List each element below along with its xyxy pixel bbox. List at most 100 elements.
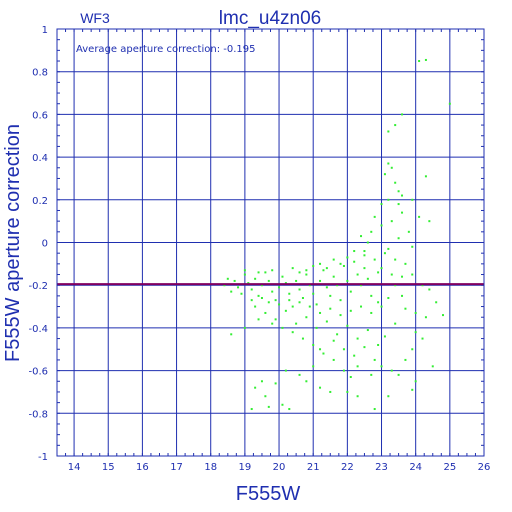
data-point [305, 269, 308, 272]
data-point [291, 267, 294, 270]
data-point [363, 250, 366, 253]
data-point [295, 322, 298, 325]
x-tick-label: 20 [273, 462, 286, 473]
x-tick-label: 14 [68, 462, 81, 473]
data-point [370, 373, 373, 376]
data-point [353, 354, 356, 357]
data-point [247, 282, 250, 285]
data-point [301, 297, 304, 300]
data-point [243, 273, 246, 276]
data-point [264, 395, 267, 398]
data-point [329, 294, 332, 297]
data-point [356, 395, 359, 398]
data-point [414, 311, 417, 314]
data-point [363, 254, 366, 257]
data-point [230, 290, 233, 293]
data-point [383, 173, 386, 176]
data-point [308, 284, 311, 287]
y-tick-label: -1 [38, 452, 48, 463]
data-point [291, 305, 294, 308]
data-point [387, 162, 390, 165]
data-point [291, 331, 294, 334]
data-point [387, 198, 390, 201]
data-point [319, 386, 322, 389]
data-point [401, 275, 404, 278]
data-point [401, 194, 404, 197]
data-point [383, 252, 386, 255]
data-point [349, 309, 352, 312]
data-point [271, 290, 274, 293]
data-point [264, 271, 267, 274]
data-point [387, 130, 390, 133]
data-point [288, 299, 291, 302]
data-point [380, 267, 383, 270]
data-point [390, 273, 393, 276]
data-point [332, 339, 335, 342]
data-point [308, 305, 311, 308]
x-axis-label: F555W [236, 483, 301, 505]
data-point [404, 358, 407, 361]
data-point [346, 390, 349, 393]
data-point [418, 215, 421, 218]
data-point [325, 267, 328, 270]
data-point [312, 343, 315, 346]
data-point [394, 258, 397, 261]
data-point [230, 333, 233, 336]
data-point [288, 292, 291, 295]
data-point [281, 326, 284, 329]
data-point [401, 294, 404, 297]
data-point [298, 301, 301, 304]
data-point [336, 284, 339, 287]
chart-title: lmc_u4zn06 [219, 8, 321, 29]
data-point [370, 230, 373, 233]
data-point [312, 264, 315, 267]
y-tick-label: 0.2 [32, 196, 48, 207]
data-point [250, 299, 253, 302]
data-point [315, 303, 318, 306]
data-point [397, 237, 400, 240]
data-point [407, 230, 410, 233]
data-point [288, 408, 291, 411]
data-point [305, 316, 308, 319]
data-point [353, 250, 356, 253]
data-point [377, 343, 380, 346]
data-point [390, 166, 393, 169]
data-point [329, 307, 332, 310]
y-axis-label: F555W aperture correction [2, 124, 24, 362]
data-point [373, 358, 376, 361]
data-point [366, 277, 369, 280]
data-point [260, 284, 263, 287]
x-tick-label: 23 [375, 462, 388, 473]
x-tick-label: 19 [239, 462, 252, 473]
data-point [336, 333, 339, 336]
data-point [373, 258, 376, 261]
data-point [260, 297, 263, 300]
data-point [267, 279, 270, 282]
data-point [380, 305, 383, 308]
data-point [380, 224, 383, 227]
data-point [243, 326, 246, 329]
data-point [257, 271, 260, 274]
data-point [356, 337, 359, 340]
data-point [312, 292, 315, 295]
data-point [424, 316, 427, 319]
data-point [284, 282, 287, 285]
x-tick-label: 25 [443, 462, 456, 473]
data-point [281, 275, 284, 278]
data-point [274, 318, 277, 321]
data-point [428, 288, 431, 291]
data-point [257, 294, 260, 297]
data-point [332, 275, 335, 278]
data-point [435, 301, 438, 304]
y-tick-label: -0.8 [28, 409, 48, 420]
data-point [346, 324, 349, 327]
data-point [305, 273, 308, 276]
data-point [322, 269, 325, 272]
y-tick-label: 0.8 [32, 68, 48, 79]
data-point [356, 365, 359, 368]
data-point [260, 380, 263, 383]
y-tick-label: -0.6 [28, 367, 48, 378]
x-tick-label: 22 [341, 462, 354, 473]
